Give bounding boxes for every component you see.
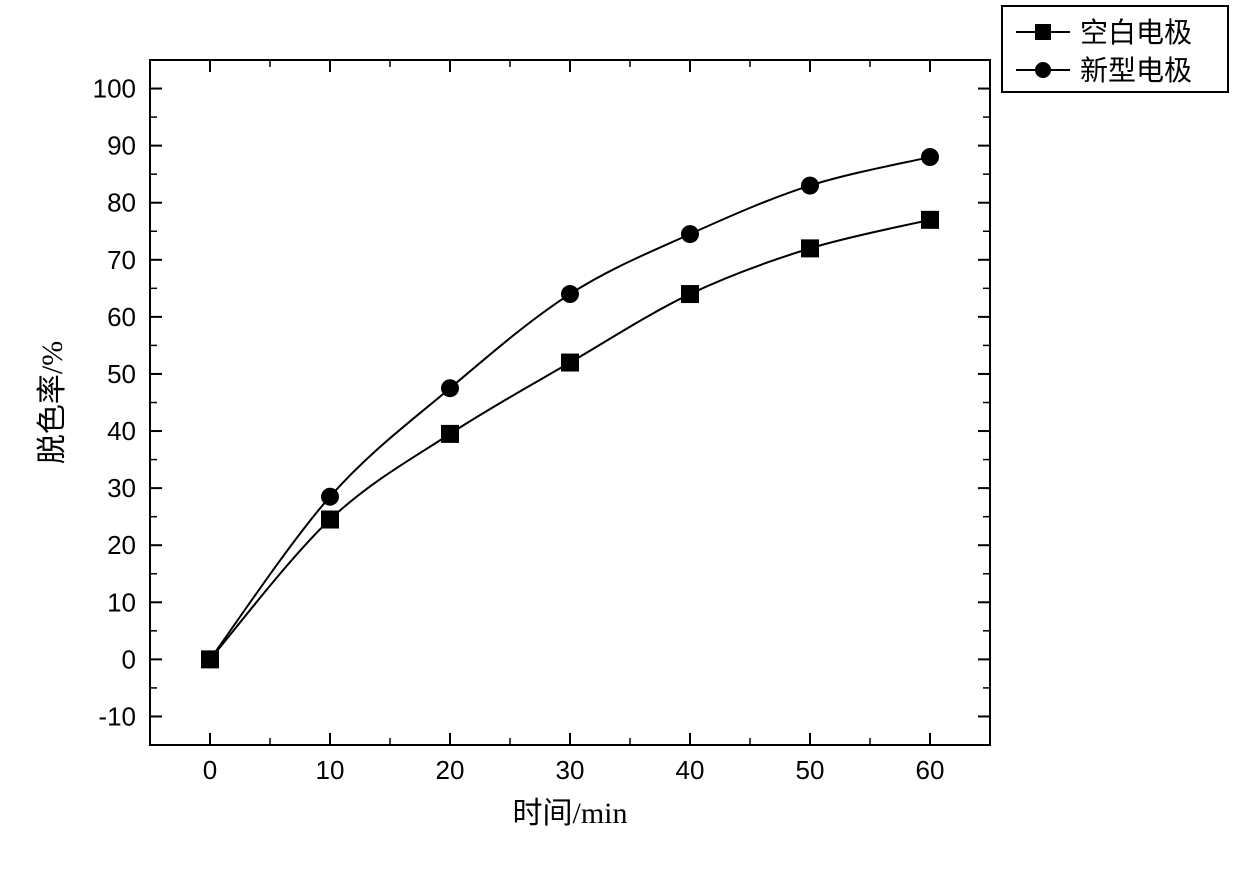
svg-text:90: 90 [107, 131, 136, 161]
marker-square [441, 425, 459, 443]
legend: 空白电极新型电极 [1002, 6, 1228, 92]
line-chart: 0 10 20 30 40 50 60 -10 0 10 20 30 40 50 60 70 80 90 100 时间… [0, 0, 1236, 880]
svg-text:50: 50 [796, 755, 825, 785]
marker-square [561, 354, 579, 372]
svg-text:10: 10 [107, 587, 136, 617]
svg-text:30: 30 [556, 755, 585, 785]
marker-square [681, 285, 699, 303]
svg-text:0: 0 [122, 644, 136, 674]
svg-text:-10: -10 [98, 701, 136, 731]
svg-text:60: 60 [916, 755, 945, 785]
marker-circle [921, 148, 939, 166]
x-axis-label: 时间/min [512, 797, 627, 830]
legend-label-0: 空白电极 [1080, 17, 1192, 49]
y-axis-label: 脱色率/% [36, 341, 69, 464]
marker-circle [201, 650, 219, 668]
svg-text:70: 70 [107, 245, 136, 275]
svg-text:40: 40 [107, 416, 136, 446]
marker-square [321, 511, 339, 529]
svg-text:30: 30 [107, 473, 136, 503]
svg-text:100: 100 [93, 74, 136, 104]
svg-text:60: 60 [107, 302, 136, 332]
svg-text:80: 80 [107, 188, 136, 218]
svg-text:10: 10 [316, 755, 345, 785]
marker-circle [441, 379, 459, 397]
svg-text:40: 40 [676, 755, 705, 785]
svg-text:50: 50 [107, 359, 136, 389]
series-line-1 [210, 157, 930, 659]
chart-container: 0 10 20 30 40 50 60 -10 0 10 20 30 40 50 60 70 80 90 100 时间… [0, 0, 1236, 880]
legend-label-1: 新型电极 [1080, 55, 1192, 87]
svg-text:0: 0 [203, 755, 217, 785]
marker-square [921, 211, 939, 229]
marker-circle [561, 285, 579, 303]
marker-circle [681, 225, 699, 243]
svg-text:20: 20 [107, 530, 136, 560]
svg-text:20: 20 [436, 755, 465, 785]
marker-square [801, 239, 819, 257]
marker-circle [321, 488, 339, 506]
marker-circle [801, 177, 819, 195]
